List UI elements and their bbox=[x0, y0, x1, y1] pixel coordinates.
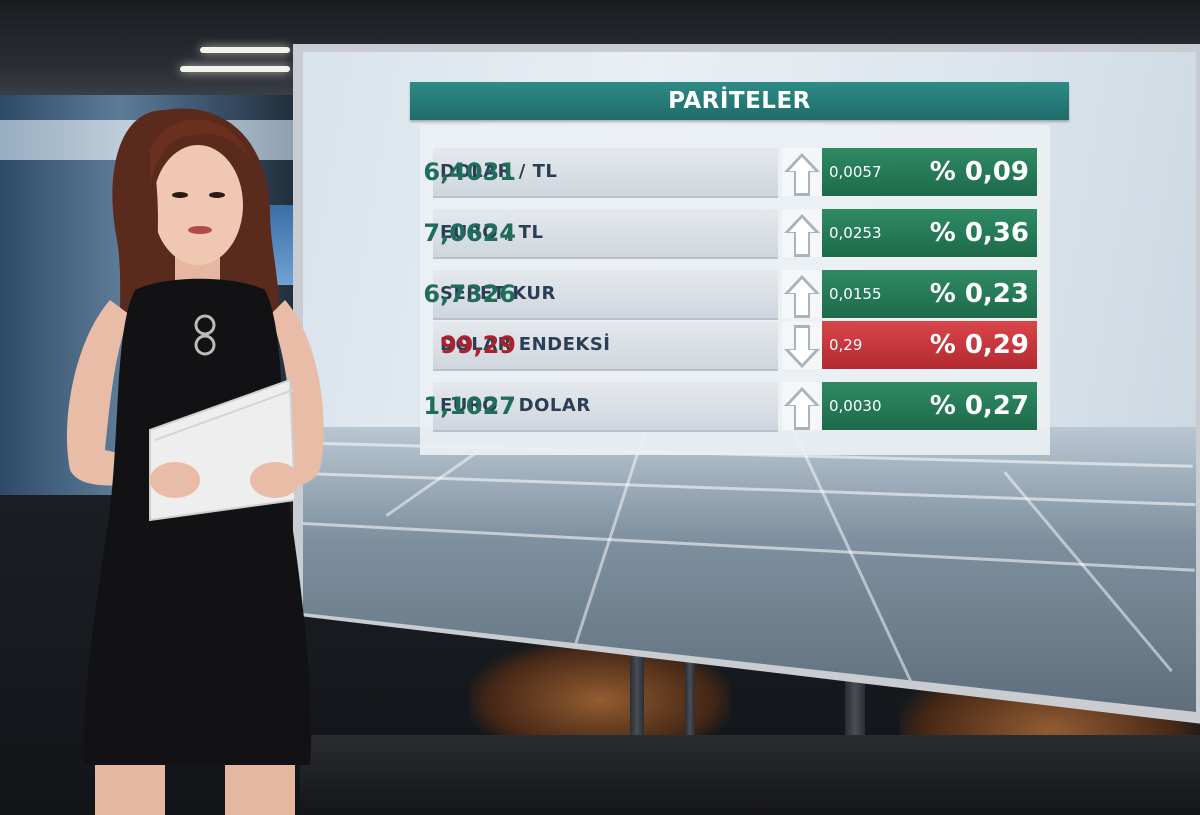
parity-row: SEPET KUR 6,7326 0,0155 % 0,23 bbox=[423, 270, 1037, 320]
parity-name: DOLAR / TL bbox=[440, 161, 558, 182]
parity-row: EURO / TL 7,0624 0,0253 % 0,36 bbox=[423, 209, 1037, 259]
parities-header: PARİTELER bbox=[410, 82, 1069, 120]
ceiling-light bbox=[200, 47, 290, 53]
parity-percent: % 0,29 bbox=[929, 330, 1029, 360]
parity-change: 0,0057 bbox=[829, 163, 882, 181]
parity-row: EURO / DOLAR 1,1027 0,0030 % 0,27 bbox=[423, 382, 1037, 432]
arrow-up-icon bbox=[782, 382, 822, 430]
studio-desk bbox=[300, 735, 1200, 815]
parity-name-cell: SEPET KUR 6,7326 bbox=[423, 270, 778, 320]
parity-name: EURO / TL bbox=[440, 222, 544, 243]
parity-name-cell: EURO / TL 7,0624 bbox=[423, 209, 778, 259]
parity-value: 7,0624 bbox=[423, 219, 516, 247]
parity-name: SEPET KUR bbox=[440, 283, 556, 304]
parity-row: DOLAR ENDEKSİ 99,29 0,29 % 0,29 bbox=[433, 321, 1037, 371]
parity-percent: % 0,27 bbox=[929, 391, 1029, 421]
parity-percent: % 0,36 bbox=[929, 218, 1029, 248]
parity-percent: % 0,09 bbox=[929, 157, 1029, 187]
parity-change-bar: 0,29 % 0,29 bbox=[822, 321, 1037, 369]
parity-value: 6,4031 bbox=[423, 158, 516, 186]
parity-change: 0,0030 bbox=[829, 397, 882, 415]
parity-change: 0,0253 bbox=[829, 224, 882, 242]
parity-value: 99,29 bbox=[440, 331, 516, 359]
parity-change-bar: 0,0030 % 0,27 bbox=[822, 382, 1037, 430]
studio-pillar bbox=[685, 650, 695, 780]
parity-change-bar: 0,0057 % 0,09 bbox=[822, 148, 1037, 196]
parity-name: DOLAR ENDEKSİ bbox=[440, 334, 611, 355]
parity-value: 6,7326 bbox=[423, 280, 516, 308]
parity-change: 0,0155 bbox=[829, 285, 882, 303]
parity-change-bar: 0,0155 % 0,23 bbox=[822, 270, 1037, 318]
arrow-up-icon bbox=[782, 209, 822, 257]
ceiling-light bbox=[180, 66, 290, 72]
parity-row: DOLAR / TL 6,4031 0,0057 % 0,09 bbox=[423, 148, 1037, 198]
parity-name-cell: DOLAR / TL 6,4031 bbox=[423, 148, 778, 198]
parity-name-cell: EURO / DOLAR 1,1027 bbox=[423, 382, 778, 432]
parity-change: 0,29 bbox=[829, 336, 863, 354]
parity-percent: % 0,23 bbox=[929, 279, 1029, 309]
parity-name: EURO / DOLAR bbox=[440, 395, 591, 416]
arrow-down-icon bbox=[782, 321, 822, 369]
parity-name-cell: DOLAR ENDEKSİ 99,29 bbox=[433, 321, 778, 371]
parity-value: 1,1027 bbox=[423, 392, 516, 420]
arrow-up-icon bbox=[782, 148, 822, 196]
parities-title: PARİTELER bbox=[668, 88, 811, 114]
parity-change-bar: 0,0253 % 0,36 bbox=[822, 209, 1037, 257]
arrow-up-icon bbox=[782, 270, 822, 318]
presenter bbox=[66, 108, 324, 815]
